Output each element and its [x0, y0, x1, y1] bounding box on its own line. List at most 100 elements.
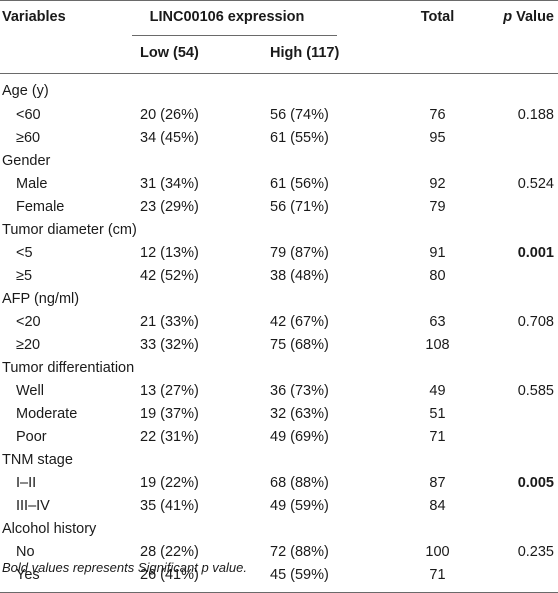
low-value: 12 (13%) [140, 244, 199, 261]
row-label: <5 [16, 244, 33, 261]
table-row: Female 23 (29%) 56 (71%) 79 [0, 195, 558, 218]
row-label: Well [16, 382, 44, 399]
row-label: I–II [16, 474, 37, 491]
high-header: High (117) [270, 45, 340, 61]
table-row: ≥5 42 (52%) 38 (48%) 80 [0, 264, 558, 287]
total-header: Total [420, 9, 455, 25]
row-label: <60 [16, 106, 41, 123]
high-value: 42 (67%) [270, 313, 329, 330]
category-row: Age (y) [0, 74, 558, 104]
total-value: 63 [429, 313, 446, 330]
p-value [483, 126, 558, 149]
total-value: 91 [429, 244, 446, 261]
table-row: <60 20 (26%) 56 (74%) 76 0.188 [0, 103, 558, 126]
table-row: ≥60 34 (45%) 61 (55%) 95 [0, 126, 558, 149]
p-value [483, 563, 558, 586]
row-label: Female [16, 198, 65, 215]
category-label: TNM stage [2, 451, 73, 468]
high-value: 56 (71%) [270, 198, 329, 215]
p-value-header: p Value [483, 1, 558, 34]
p-value: 0.524 [517, 175, 554, 192]
low-header: Low (54) [140, 45, 199, 61]
table-row: III–IV 35 (41%) 49 (59%) 84 [0, 494, 558, 517]
total-value: 95 [429, 129, 446, 146]
row-label: No [16, 543, 35, 560]
low-value: 13 (27%) [140, 382, 199, 399]
table-row: Yes 26 (41%) 45 (59%) 71 [0, 563, 558, 586]
high-value: 61 (56%) [270, 175, 329, 192]
low-value: 21 (33%) [140, 313, 199, 330]
p-value: 0.005 [517, 474, 554, 491]
p-value [483, 402, 558, 425]
row-label: ≥20 [16, 336, 41, 353]
high-value: 49 (69%) [270, 428, 329, 445]
table-row: Moderate 19 (37%) 32 (63%) 51 [0, 402, 558, 425]
category-row: TNM stage [0, 448, 558, 471]
p-value: 0.708 [517, 313, 554, 330]
low-value: 19 (37%) [140, 405, 199, 422]
low-value: 31 (34%) [140, 175, 199, 192]
total-value: 71 [429, 428, 446, 445]
total-value: 87 [429, 474, 446, 491]
table-footnote: Bold values represents Significant p val… [2, 560, 247, 575]
category-label: Age (y) [2, 83, 49, 99]
category-row: Gender [0, 149, 558, 172]
table-row: <20 21 (33%) 42 (67%) 63 0.708 [0, 310, 558, 333]
table-row: Poor 22 (31%) 49 (69%) 71 [0, 425, 558, 448]
row-label: ≥5 [16, 267, 33, 284]
high-value: 72 (88%) [270, 543, 329, 560]
high-value: 68 (88%) [270, 474, 329, 491]
total-value: 84 [429, 497, 446, 514]
p-value [483, 333, 558, 356]
p-value [483, 494, 558, 517]
row-label: III–IV [16, 497, 50, 514]
row-label: Poor [16, 428, 47, 445]
total-value: 76 [429, 106, 446, 123]
table-row: ≥20 33 (32%) 75 (68%) 108 [0, 333, 558, 356]
low-value: 28 (22%) [140, 543, 199, 560]
table-row: No 28 (22%) 72 (88%) 100 0.235 [0, 540, 558, 563]
row-label: Male [16, 175, 48, 192]
table-row: <5 12 (13%) 79 (87%) 91 0.001 [0, 241, 558, 264]
p-value: 0.001 [517, 244, 554, 261]
high-value: 75 (68%) [270, 336, 329, 353]
category-row: Tumor differentiation [0, 356, 558, 379]
p-value-word: Value [512, 9, 554, 25]
row-label: Yes [16, 566, 40, 583]
low-value: 42 (52%) [140, 267, 199, 284]
total-value: 108 [425, 336, 450, 353]
low-value: 23 (29%) [140, 198, 199, 215]
p-value: 0.235 [517, 543, 554, 560]
empty-header-cell [0, 33, 132, 74]
category-row: AFP (ng/ml) [0, 287, 558, 310]
empty-header-cell [392, 33, 483, 74]
expression-group-header: LINC00106 expression [149, 9, 305, 25]
header-row-1: Variables LINC00106 expression Total p V… [0, 0, 558, 34]
table-body: Age (y) <60 20 (26%) 56 (74%) 76 0.188 ≥60 34 (… [0, 74, 558, 587]
p-value [483, 195, 558, 218]
table-row: Male 31 (34%) 61 (56%) 92 0.524 [0, 172, 558, 195]
high-value: 61 (55%) [270, 129, 329, 146]
row-label: ≥60 [16, 129, 41, 146]
category-row: Tumor diameter (cm) [0, 218, 558, 241]
low-value: 26 (41%) [140, 566, 199, 583]
variables-header: Variables [2, 9, 66, 25]
high-value: 45 (59%) [270, 566, 329, 583]
p-italic: p [503, 9, 513, 25]
p-value [483, 264, 558, 287]
table-row: I–II 19 (22%) 68 (88%) 87 0.005 [0, 471, 558, 494]
low-value: 20 (26%) [140, 106, 199, 123]
high-value: 79 (87%) [270, 244, 329, 261]
category-label: Tumor diameter (cm) [2, 221, 137, 238]
total-value: 80 [429, 267, 446, 284]
row-label: <20 [16, 313, 41, 330]
high-value: 49 (59%) [270, 497, 329, 514]
total-value: 100 [425, 543, 450, 560]
high-value: 56 (74%) [270, 106, 329, 123]
p-value: 0.585 [517, 382, 554, 399]
p-value [483, 425, 558, 448]
high-value: 38 (48%) [270, 267, 329, 284]
empty-header-cell [483, 33, 558, 74]
group-divider [132, 35, 337, 36]
